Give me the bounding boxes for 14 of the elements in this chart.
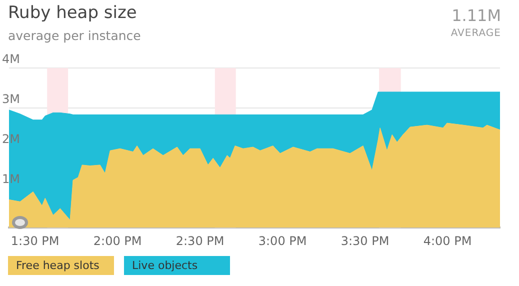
x-tick-label: 4:00 PM <box>423 234 472 248</box>
x-tick-label: 1:30 PM <box>10 234 60 248</box>
text: 1.11M <box>450 6 501 25</box>
y-tick-label: 3M <box>2 92 20 106</box>
x-tick-label: 3:00 PM <box>258 234 307 248</box>
x-tick-label: 2:00 PM <box>93 234 142 248</box>
x-tick-label: 2:30 PM <box>176 234 224 248</box>
y-tick-label: 4M <box>2 52 20 66</box>
text: Free heap slots <box>8 256 114 275</box>
text: AVERAGE <box>450 28 501 39</box>
x-tick-label: 3:30 PM <box>340 234 390 248</box>
text: Live objects <box>124 256 230 275</box>
chart-subtitle: average per instance <box>8 28 141 43</box>
chart-title: Ruby heap size <box>8 3 137 23</box>
